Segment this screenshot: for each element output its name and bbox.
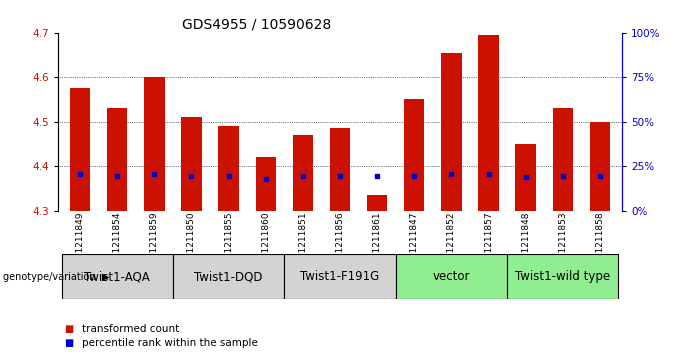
Text: GDS4955 / 10590628: GDS4955 / 10590628	[182, 17, 331, 32]
Bar	[404, 99, 424, 211]
Text: GSM1211848: GSM1211848	[521, 212, 530, 272]
Bar	[70, 88, 90, 211]
Bar	[396, 254, 507, 299]
Text: Twist1-DQD: Twist1-DQD	[194, 270, 263, 283]
Bar	[553, 108, 573, 211]
Bar	[590, 122, 610, 211]
Text: GSM1211849: GSM1211849	[75, 212, 84, 272]
Text: GSM1211850: GSM1211850	[187, 212, 196, 273]
Bar	[515, 144, 536, 211]
Bar	[292, 135, 313, 211]
Text: Twist1-wild type: Twist1-wild type	[515, 270, 611, 283]
Text: GSM1211855: GSM1211855	[224, 212, 233, 273]
Text: ■: ■	[65, 338, 74, 348]
Text: percentile rank within the sample: percentile rank within the sample	[82, 338, 258, 348]
Text: GSM1211851: GSM1211851	[299, 212, 307, 273]
Text: vector: vector	[432, 270, 470, 283]
Text: GSM1211847: GSM1211847	[410, 212, 419, 272]
Bar	[507, 254, 619, 299]
Bar	[173, 254, 284, 299]
Bar	[61, 254, 173, 299]
Bar	[441, 53, 462, 211]
Text: GSM1211861: GSM1211861	[373, 212, 381, 273]
Bar	[367, 195, 388, 211]
Text: GSM1211857: GSM1211857	[484, 212, 493, 273]
Text: GSM1211856: GSM1211856	[335, 212, 345, 273]
Bar	[284, 254, 396, 299]
Text: Twist1-F191G: Twist1-F191G	[301, 270, 379, 283]
Text: GSM1211859: GSM1211859	[150, 212, 159, 273]
Text: ■: ■	[65, 323, 74, 334]
Text: GSM1211853: GSM1211853	[558, 212, 567, 273]
Text: Twist1-AQA: Twist1-AQA	[84, 270, 150, 283]
Bar	[330, 128, 350, 211]
Text: GSM1211858: GSM1211858	[596, 212, 605, 273]
Bar	[256, 157, 276, 211]
Text: GSM1211854: GSM1211854	[113, 212, 122, 272]
Text: genotype/variation  ▶: genotype/variation ▶	[3, 272, 109, 282]
Bar	[478, 35, 498, 211]
Text: GSM1211860: GSM1211860	[261, 212, 270, 273]
Text: transformed count: transformed count	[82, 323, 179, 334]
Text: GSM1211852: GSM1211852	[447, 212, 456, 272]
Bar	[107, 108, 127, 211]
Bar	[144, 77, 165, 211]
Bar	[182, 117, 202, 211]
Bar	[218, 126, 239, 211]
